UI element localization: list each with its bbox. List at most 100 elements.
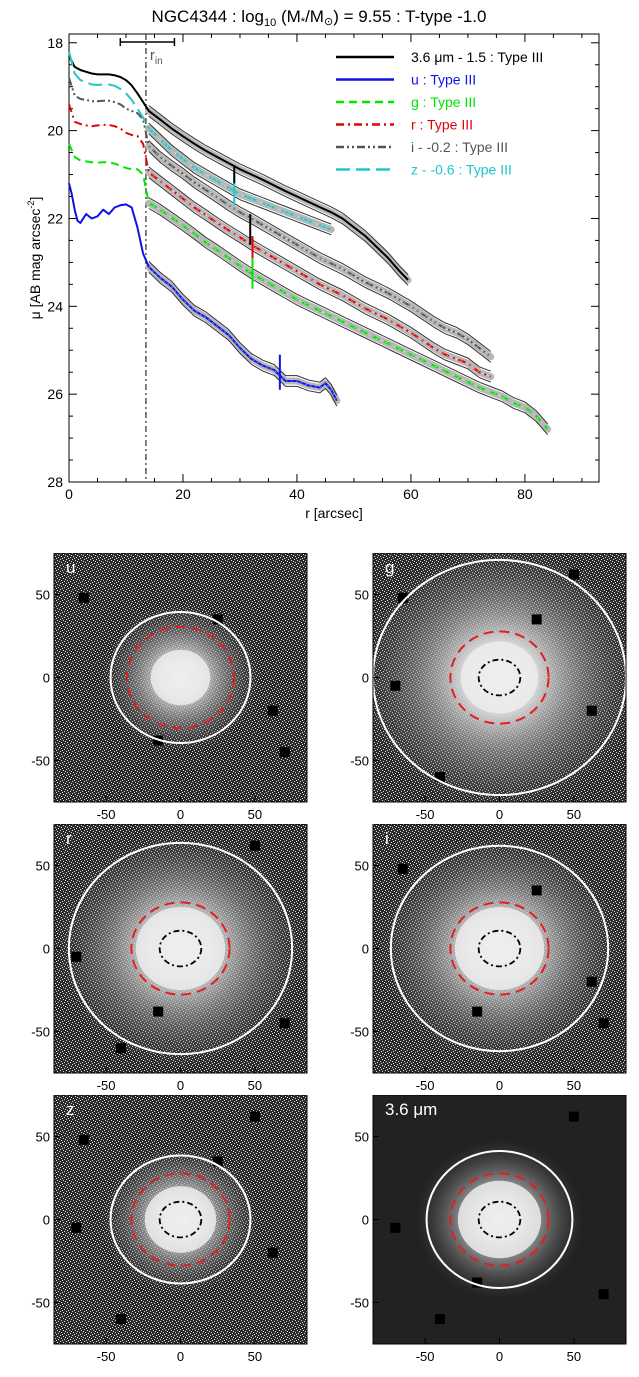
galaxy-core	[454, 906, 545, 991]
inner-dashdot-ellipse	[477, 929, 522, 968]
series-fit-line	[148, 151, 492, 363]
image-area	[54, 1095, 307, 1344]
red-dashed-ellipse	[130, 1172, 231, 1267]
galaxy-core	[457, 1180, 542, 1259]
inner-dashdot-ellipse	[158, 929, 203, 968]
image-area	[373, 553, 626, 802]
series-line-0	[68, 55, 409, 281]
masked-source	[397, 592, 408, 603]
legend-entry: z - -0.6 : Type III	[411, 162, 512, 178]
y-axis-label: μ [AB mag arcsec-2]	[26, 197, 43, 320]
panel-x-tick-label: 0	[177, 1078, 184, 1093]
title-star: *	[301, 16, 306, 28]
masked-source	[153, 1006, 164, 1017]
series-fit-line	[148, 177, 491, 383]
profile-chart: NGC4344 : log10 (M*/M⊙) = 9.55 : T-type …	[26, 7, 600, 521]
panel-y-tick-label: 0	[43, 1213, 50, 1228]
inner-dashdot-ellipse	[477, 658, 522, 697]
image-panel-3: i -50 0 50 -50 0 50	[343, 824, 628, 1099]
masked-source	[568, 569, 579, 580]
panel-y-tick-label: 0	[43, 942, 50, 957]
image-area	[373, 1095, 626, 1344]
series-fit-line	[148, 105, 409, 275]
inner-dashdot-ellipse	[477, 1200, 522, 1239]
title-text: NGC4344 : log	[152, 7, 264, 26]
masked-source	[598, 1289, 609, 1300]
image-panel-svg: 3.6 μm -50 0 50 -50 0 50	[350, 1095, 627, 1364]
series-model-overlay	[148, 128, 332, 230]
y-tick-label: 20	[47, 123, 63, 139]
panel-x-tick-label: -50	[97, 1349, 116, 1364]
panel-x-tick-label: 50	[567, 1078, 581, 1093]
panel-x-tick-label: 0	[496, 807, 503, 822]
red-dashed-ellipse	[449, 630, 550, 725]
panel-label: r	[66, 829, 72, 848]
galaxy-core	[135, 906, 226, 991]
y-axis-label-main: μ [AB mag arcsec	[27, 209, 43, 320]
image-panel-svg: i -50 0 50 -50 0 50	[350, 824, 627, 1093]
masked-source	[249, 840, 260, 851]
masked-source	[279, 747, 290, 758]
chart-title: NGC4344 : log10 (M*/M⊙) = 9.55 : T-type …	[152, 7, 487, 29]
image-panel-4: z -50 0 50 -50 0 50	[24, 1095, 309, 1370]
inner-dashdot-ellipse	[158, 1200, 203, 1239]
series-fit-line	[148, 122, 332, 225]
plot-frame	[68, 33, 600, 483]
series-fit-line	[148, 197, 549, 425]
legend-entry: i - -0.2 : Type III	[411, 139, 508, 155]
series-model-overlay	[148, 172, 491, 377]
panel-y-tick-label: -50	[31, 754, 50, 769]
series-fit-line	[148, 166, 491, 372]
outer-white-ellipse	[67, 841, 294, 1056]
legend-entry: g : Type III	[411, 94, 476, 110]
red-dashed-ellipse	[449, 1172, 550, 1267]
masked-source	[472, 1277, 483, 1288]
outer-white-ellipse	[373, 558, 626, 797]
masked-source	[568, 1111, 579, 1122]
panel-x-tick-label: 50	[248, 807, 262, 822]
masked-source	[598, 1018, 609, 1029]
masked-source	[115, 1043, 126, 1054]
x-tick-label: 60	[403, 486, 419, 502]
panel-y-tick-label: 0	[362, 671, 369, 686]
masked-source	[397, 863, 408, 874]
panel-label: 3.6 μm	[385, 1100, 437, 1119]
image-panel-svg: u -50 0 50 -50 0 50	[31, 553, 308, 822]
masked-source	[267, 705, 278, 716]
masked-source	[586, 705, 597, 716]
masked-source	[434, 1314, 445, 1325]
masked-source	[472, 1006, 483, 1017]
panel-y-tick-label: 50	[355, 1130, 369, 1145]
image-panel-5: 3.6 μm -50 0 50 -50 0 50	[343, 1095, 628, 1370]
outer-white-ellipse	[109, 1154, 252, 1285]
masked-source	[115, 1314, 126, 1325]
x-tick-label: 40	[289, 486, 305, 502]
legend-entry: 3.6 μm - 1.5 : Type III	[411, 49, 543, 65]
series-model-overlay	[148, 266, 338, 401]
panel-x-tick-label: 50	[567, 1349, 581, 1364]
panel-x-tick-label: -50	[97, 1078, 116, 1093]
masked-source	[267, 1247, 278, 1258]
panel-x-tick-label: 0	[496, 1078, 503, 1093]
panel-x-tick-label: 0	[177, 1349, 184, 1364]
outer-white-ellipse	[425, 1150, 574, 1289]
image-panel-svg: r -50 0 50 -50 0 50	[31, 824, 308, 1093]
series-line-4	[68, 77, 492, 358]
panel-y-tick-label: 50	[36, 1130, 50, 1145]
y-tick-label: 18	[47, 35, 63, 51]
series-fit-line	[148, 133, 332, 236]
y-tick-label: 22	[47, 210, 63, 226]
series-line-5	[68, 51, 332, 231]
panel-x-tick-label: -50	[416, 807, 435, 822]
masked-source	[586, 976, 597, 987]
masked-source	[78, 1134, 89, 1145]
panel-y-tick-label: 0	[362, 1213, 369, 1228]
r-in-label-main: r	[150, 47, 155, 64]
masked-source	[78, 592, 89, 603]
galaxy-core	[460, 641, 539, 714]
y-axis-label-close: ]	[27, 197, 43, 201]
galaxy-core	[144, 1186, 217, 1253]
panel-label: u	[66, 558, 75, 577]
image-panel-1: g -50 0 50 -50 0 50	[343, 553, 628, 828]
masked-source	[279, 1018, 290, 1029]
